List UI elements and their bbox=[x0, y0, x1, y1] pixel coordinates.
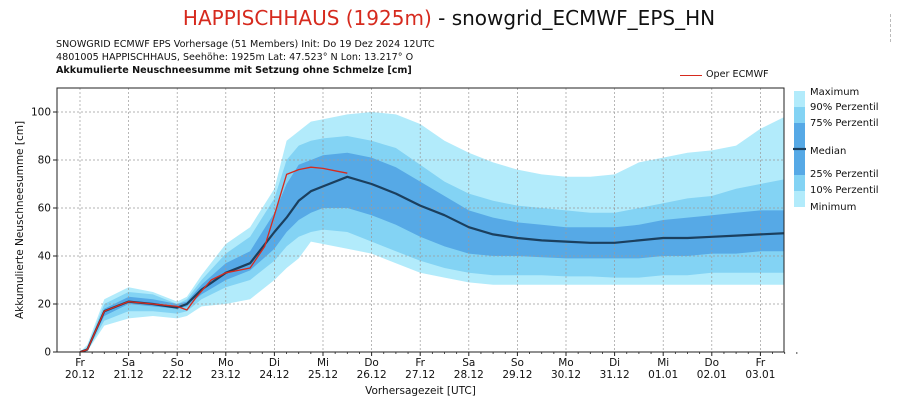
plot-area bbox=[57, 88, 784, 352]
x-tick-day-label: Fr bbox=[756, 357, 766, 369]
legend-label-p75: 75% Perzentil bbox=[810, 118, 879, 129]
x-tick-day-label: Do bbox=[705, 357, 720, 369]
chart-title: HAPPISCHHAUS (1925m) - snowgrid_ECMWF_EP… bbox=[0, 6, 898, 30]
y-tick-label: 80 bbox=[38, 155, 51, 167]
x-tick-day-label: So bbox=[171, 357, 184, 369]
station-name: HAPPISCHHAUS (1925m) bbox=[182, 6, 432, 30]
x-tick-date-label: 20.12 bbox=[65, 369, 95, 381]
y-tick-label: 40 bbox=[38, 251, 51, 263]
x-tick-date-label: 01.01 bbox=[648, 369, 678, 381]
x-tick-date-label: 24.12 bbox=[259, 369, 289, 381]
x-tick-date-label: 29.12 bbox=[502, 369, 532, 381]
x-tick-day-label: Di bbox=[609, 357, 620, 369]
x-tick-day-label: Sa bbox=[122, 357, 135, 369]
y-tick-label: 100 bbox=[31, 107, 51, 119]
x-tick-day-label: Sa bbox=[462, 357, 475, 369]
legend-label-min: Minimum bbox=[810, 202, 856, 213]
x-tick-day-label: Mi bbox=[317, 357, 329, 369]
legend-swatch-max-p90 bbox=[794, 91, 805, 107]
x-tick-date-label: 28.12 bbox=[454, 369, 484, 381]
legend-label-p10: 10% Perzentil bbox=[810, 185, 879, 196]
x-tick-day-label: Mo bbox=[218, 357, 233, 369]
oper-legend-label: Oper ECMWF bbox=[706, 69, 769, 80]
legend-swatch-p25-p10 bbox=[794, 175, 805, 191]
legend-label-p90: 90% Perzentil bbox=[810, 102, 879, 113]
x-tick-date-label: 02.01 bbox=[697, 369, 727, 381]
legend-label-median: Median bbox=[810, 146, 846, 157]
x-tick-day-label: Fr bbox=[415, 357, 425, 369]
chart-subtitle: Akkumulierte Neuschneesumme mit Setzung … bbox=[56, 65, 412, 76]
band-p25-p75 bbox=[80, 152, 784, 352]
x-tick-date-label: 23.12 bbox=[211, 369, 241, 381]
x-tick-date-label: 22.12 bbox=[162, 369, 192, 381]
x-tick-date-label: 03.01 bbox=[745, 369, 775, 381]
median-line bbox=[79, 175, 784, 352]
x-tick-day-label: So bbox=[511, 357, 524, 369]
legend-swatch-p90-p75 bbox=[794, 107, 805, 123]
legend-swatch-p10-min bbox=[794, 191, 805, 207]
x-tick-day-label: Fr bbox=[75, 357, 85, 369]
y-tick-label: 60 bbox=[38, 203, 51, 215]
oper-legend-swatch bbox=[680, 75, 702, 76]
oper-ecmwf-line bbox=[79, 166, 348, 352]
forecast-info: SNOWGRID ECMWF EPS Vorhersage (51 Member… bbox=[56, 39, 435, 50]
y-tick-label: 20 bbox=[38, 299, 51, 311]
x-tick-date-label: 26.12 bbox=[357, 369, 387, 381]
divider bbox=[890, 14, 891, 42]
x-tick-date-label: 30.12 bbox=[551, 369, 581, 381]
legend: Maximum 90% Perzentil 75% Perzentil Median 2… bbox=[793, 87, 879, 213]
station-info: 4801005 HAPPISCHHAUS, Seehöhe: 1925m Lat… bbox=[56, 52, 414, 63]
x-tick-date-label: 21.12 bbox=[114, 369, 144, 381]
axes: 020406080100Fr20.12Sa21.12So22.12Mo23.12… bbox=[14, 87, 798, 397]
x-tick-day-label: Mo bbox=[558, 357, 573, 369]
x-tick-date-label: 27.12 bbox=[405, 369, 435, 381]
title-separator: - bbox=[431, 6, 452, 30]
y-tick-label: 0 bbox=[44, 347, 51, 359]
x-axis-label: Vorhersagezeit [UTC] bbox=[365, 385, 476, 397]
x-tick-day-label: Do bbox=[364, 357, 379, 369]
legend-label-p25: 25% Perzentil bbox=[810, 169, 879, 180]
band-p10-p90 bbox=[80, 136, 784, 352]
x-tick-day-label: Mi bbox=[657, 357, 669, 369]
y-axis-label: Akkumulierte Neuschneesumme [cm] bbox=[14, 121, 26, 319]
x-tick-date-label: 31.12 bbox=[600, 369, 630, 381]
x-tick-day-label: Di bbox=[269, 357, 280, 369]
legend-label-max: Maximum bbox=[810, 87, 859, 98]
model-name: snowgrid_ECMWF_EPS_HN bbox=[451, 6, 716, 30]
x-tick-date-label: 25.12 bbox=[308, 369, 338, 381]
